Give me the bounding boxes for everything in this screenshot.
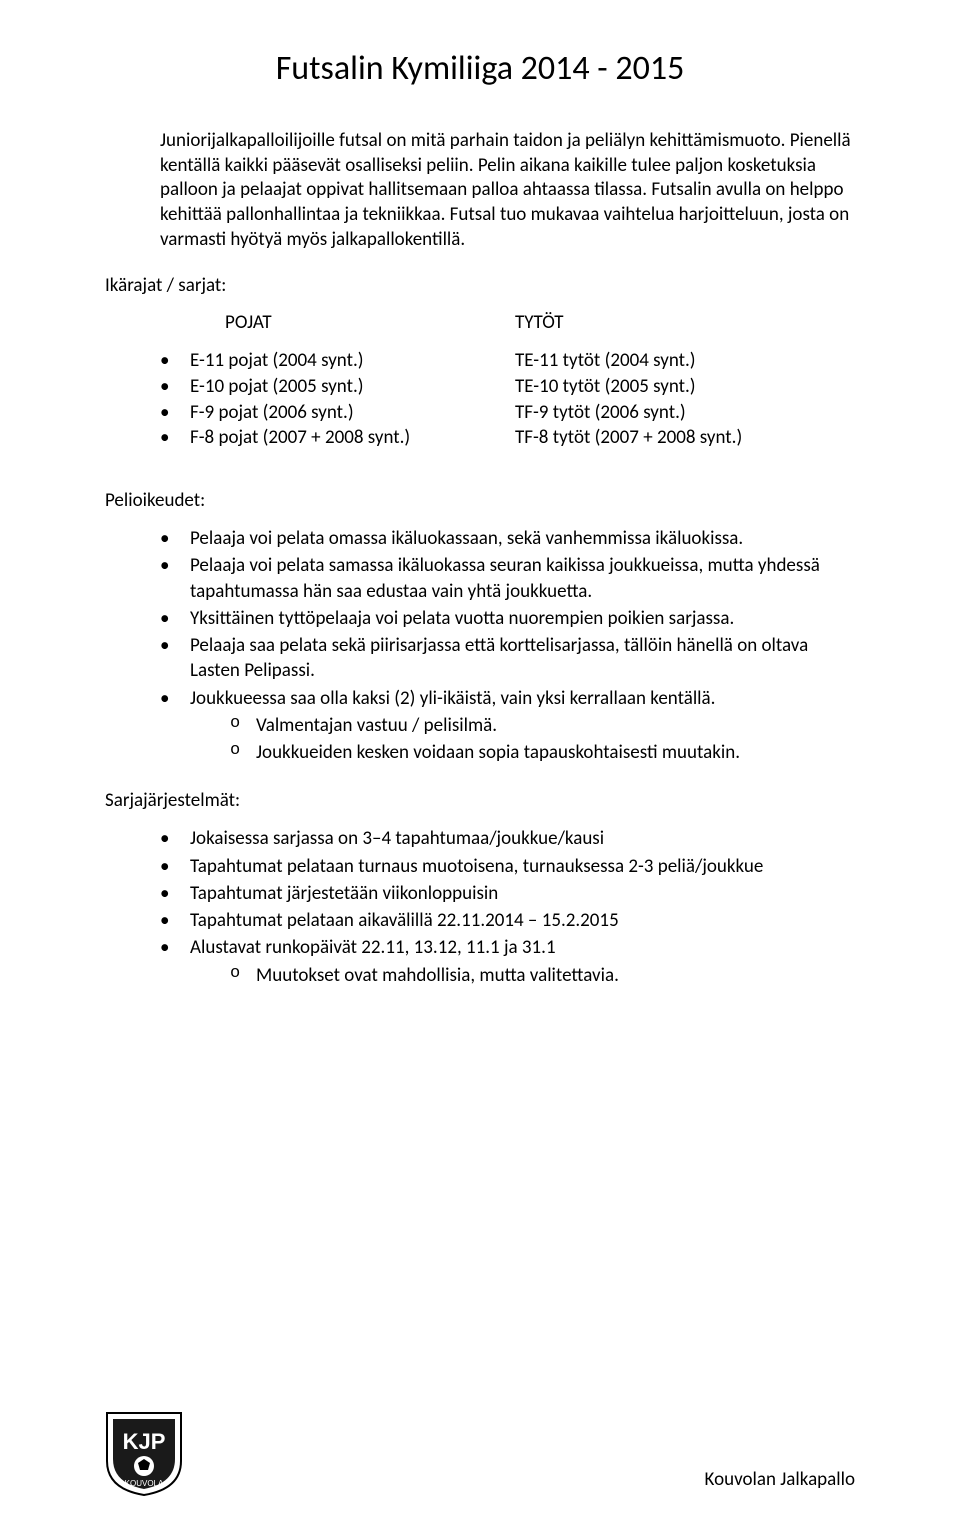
ages-row: • F-9 pojat (2006 synt.) TF-9 tytöt (200… [105, 400, 855, 426]
ages-boys-cell: F-9 pojat (2006 synt.) [190, 400, 515, 426]
list-item-text: Pelaaja voi pelata omassa ikäluokassaan,… [190, 527, 743, 550]
ages-boys-cell: E-10 pojat (2005 synt.) [190, 374, 515, 400]
list-item: Alustavat runkopäivät 22.11, 13.12, 11.1… [160, 935, 855, 988]
sub-list: Valmentajan vastuu / pelisilmä. Joukkuei… [190, 713, 855, 766]
list-item-text: Yksittäinen tyttöpelaaja voi pelata vuot… [190, 607, 734, 630]
list-item-text: Jokaisessa sarjassa on 3–4 tapahtumaa/jo… [190, 827, 604, 850]
bullet-icon: • [160, 400, 190, 426]
club-logo-icon: KJP KOUVOLA [105, 1411, 183, 1497]
bullet-icon: • [160, 348, 190, 374]
series-label: Sarjajärjestelmät: [105, 789, 855, 812]
svg-text:KOUVOLA: KOUVOLA [125, 1479, 164, 1488]
list-item: Pelaaja voi pelata omassa ikäluokassaan,… [160, 526, 855, 551]
list-item: Tapahtumat pelataan turnaus muotoisena, … [160, 854, 855, 879]
rights-label: Pelioikeudet: [105, 489, 855, 512]
intro-paragraph: Juniorijalkapalloilijoille futsal on mit… [105, 129, 855, 252]
sub-list-item: Joukkueiden kesken voidaan sopia tapausk… [230, 740, 855, 765]
sub-list-item: Valmentajan vastuu / pelisilmä. [230, 713, 855, 738]
list-item-text: Tapahtumat pelataan turnaus muotoisena, … [190, 855, 763, 878]
list-item: Jokaisessa sarjassa on 3–4 tapahtumaa/jo… [160, 826, 855, 851]
ages-col-girls: TYTÖT [515, 311, 564, 334]
ages-col-boys: POJAT [225, 311, 515, 334]
list-item: Pelaaja saa pelata sekä piirisarjassa et… [160, 633, 855, 684]
list-item: Tapahtumat järjestetään viikonloppuisin [160, 881, 855, 906]
series-list: Jokaisessa sarjassa on 3–4 tapahtumaa/jo… [105, 826, 855, 988]
list-item: Yksittäinen tyttöpelaaja voi pelata vuot… [160, 606, 855, 631]
ages-girls-cell: TE-10 tytöt (2005 synt.) [515, 374, 696, 400]
ages-row: • F-8 pojat (2007 + 2008 synt.) TF-8 tyt… [105, 425, 855, 451]
list-item-text: Joukkueessa saa olla kaksi (2) yli-ikäis… [190, 687, 715, 710]
ages-boys-cell: F-8 pojat (2007 + 2008 synt.) [190, 425, 515, 451]
svg-text:KJP: KJP [123, 1429, 166, 1454]
list-item-text: Pelaaja voi pelata samassa ikäluokassa s… [190, 554, 820, 602]
page-title: Futsalin Kymiliiga 2014 - 2015 [105, 48, 855, 89]
list-item-text: Pelaaja saa pelata sekä piirisarjassa et… [190, 634, 808, 682]
ages-boys-cell: E-11 pojat (2004 synt.) [190, 348, 515, 374]
ages-label: Ikärajat / sarjat: [105, 274, 855, 297]
list-item: Tapahtumat pelataan aikavälillä 22.11.20… [160, 908, 855, 933]
list-item: Pelaaja voi pelata samassa ikäluokassa s… [160, 553, 855, 604]
ages-girls-cell: TF-8 tytöt (2007 + 2008 synt.) [515, 425, 742, 451]
list-item: Joukkueessa saa olla kaksi (2) yli-ikäis… [160, 686, 855, 766]
footer-club-name: Kouvolan Jalkapallo [705, 1468, 855, 1497]
ages-girls-cell: TE-11 tytöt (2004 synt.) [515, 348, 696, 374]
rights-list: Pelaaja voi pelata omassa ikäluokassaan,… [105, 526, 855, 765]
list-item-text: Alustavat runkopäivät 22.11, 13.12, 11.1… [190, 936, 556, 959]
ages-row: • E-11 pojat (2004 synt.) TE-11 tytöt (2… [105, 348, 855, 374]
ages-column-headers: POJAT TYTÖT [105, 311, 855, 334]
sub-list-item: Muutokset ovat mahdollisia, mutta valite… [230, 963, 855, 988]
list-item-text: Tapahtumat järjestetään viikonloppuisin [190, 882, 498, 905]
bullet-icon: • [160, 374, 190, 400]
page-footer: KJP KOUVOLA Kouvolan Jalkapallo [0, 1411, 960, 1497]
bullet-icon: • [160, 425, 190, 451]
ages-girls-cell: TF-9 tytöt (2006 synt.) [515, 400, 686, 426]
list-item-text: Tapahtumat pelataan aikavälillä 22.11.20… [190, 909, 619, 932]
sub-list: Muutokset ovat mahdollisia, mutta valite… [190, 963, 855, 988]
ages-row: • E-10 pojat (2005 synt.) TE-10 tytöt (2… [105, 374, 855, 400]
